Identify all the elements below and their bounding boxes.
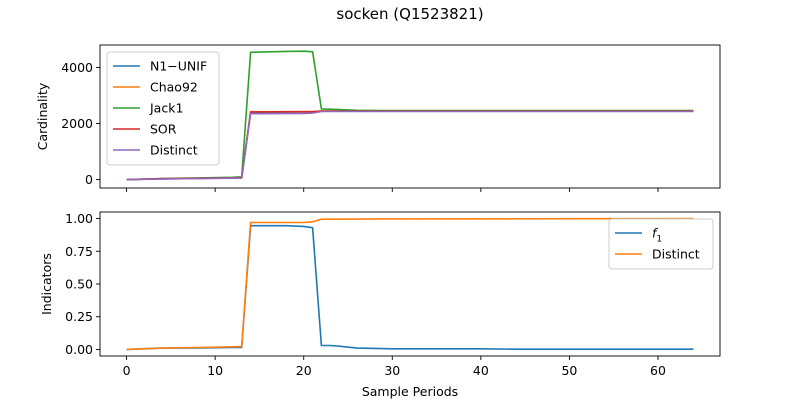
y-tick-label: 4000 xyxy=(61,60,93,75)
series-line-indicators-1 xyxy=(126,217,694,351)
x-tick-label: 20 xyxy=(296,363,312,378)
legend-box xyxy=(106,51,220,166)
x-tick-label: 10 xyxy=(207,363,223,378)
x-tick-label: 0 xyxy=(123,363,131,378)
legend-label: Chao92 xyxy=(150,80,198,95)
legend-label: SOR xyxy=(150,122,177,137)
x-tick-label: 30 xyxy=(384,363,400,378)
legend-box xyxy=(608,218,714,270)
legend-label: N1−UNIF xyxy=(150,59,207,74)
chart-title: socken (Q1523821) xyxy=(336,5,483,23)
series-line-indicators-0 xyxy=(126,224,694,351)
y-tick-label: 1.00 xyxy=(65,211,93,226)
axes-frame xyxy=(99,44,721,189)
series-line-cardinality-4 xyxy=(126,110,694,181)
y-axis-label: Indicators xyxy=(39,253,54,315)
y-tick-label: 0.00 xyxy=(65,342,93,357)
y-tick-label: 0.50 xyxy=(65,277,93,292)
legend: f1 Distinct xyxy=(608,218,714,270)
legend-label: Distinct xyxy=(652,247,700,262)
y-axis-label: Cardinality xyxy=(35,82,50,150)
legend-label: Distinct xyxy=(150,143,198,158)
y-tick-label: 0 xyxy=(85,172,93,187)
legend: N1−UNIF Chao92 Jack1 SOR Distinct xyxy=(106,51,220,166)
y-tick-label: 0.75 xyxy=(65,244,93,259)
x-tick-label: 50 xyxy=(561,363,577,378)
x-tick-label: 60 xyxy=(650,363,666,378)
x-tick-label: 40 xyxy=(473,363,489,378)
y-tick-label: 2000 xyxy=(61,116,93,131)
bottom-subplot-indicators: 0 10 20 30 40 50 60 0.00 0.25 0.50 0.75 1.00 Indicat… xyxy=(39,211,721,378)
legend-label: Jack1 xyxy=(149,101,183,116)
y-tick-label: 0.25 xyxy=(65,309,93,324)
x-axis-label: Sample Periods xyxy=(362,384,458,399)
legend-label: f1 xyxy=(652,226,662,245)
top-subplot-cardinality: 0 2000 4000 Cardinality N1−UNIF Chao92 Jack1 SO… xyxy=(35,44,721,192)
